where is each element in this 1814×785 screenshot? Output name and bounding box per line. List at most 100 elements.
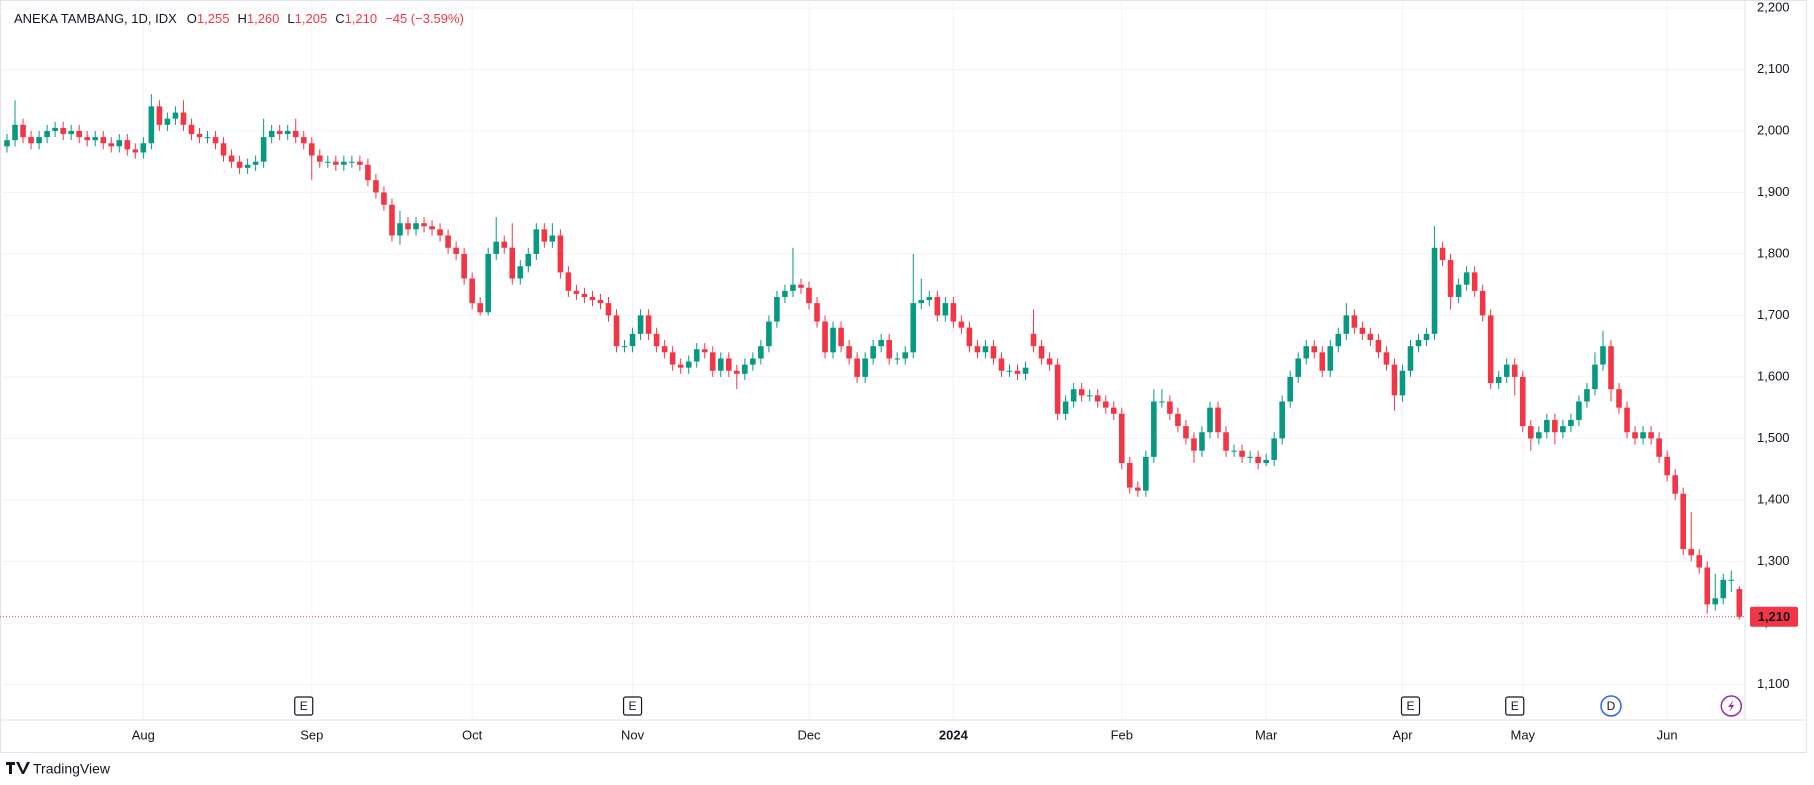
y-tick-label: 1,900 (1757, 184, 1790, 199)
candle-body (501, 241, 508, 248)
candle-body (1135, 487, 1141, 491)
candle-body (1311, 346, 1318, 353)
candle-body (605, 303, 612, 316)
event-marker[interactable]: E (1505, 696, 1525, 716)
candle-body (782, 290, 788, 297)
candle-body (982, 346, 989, 353)
candle-body (1736, 589, 1743, 617)
candle-body (1014, 370, 1021, 374)
candle-body (661, 346, 668, 353)
candle-body (669, 352, 676, 365)
candle-body (316, 155, 323, 162)
candle-body (36, 137, 42, 144)
legend: ANEKA TAMBANG, 1D, IDX O1,255 H1,260 L1,205… (14, 11, 464, 26)
candle-body (1544, 419, 1550, 433)
candle-body (220, 143, 227, 156)
candle-body (846, 346, 852, 359)
x-tick-label: Apr (1392, 727, 1413, 742)
candle-body (709, 352, 716, 371)
candle-body (1143, 456, 1149, 491)
candle-body (1519, 376, 1526, 427)
candle-body (1271, 438, 1277, 460)
candle-body (557, 235, 564, 273)
candle-body (4, 140, 10, 147)
last-price-box (1750, 606, 1798, 627)
y-tick-label: 1,500 (1757, 430, 1790, 445)
candle-body (1159, 401, 1165, 403)
candle-body (349, 161, 355, 163)
brand[interactable]: TradingView (6, 761, 111, 777)
candle-body (1680, 493, 1686, 550)
candle-body (1720, 579, 1727, 599)
last-price-label: 1,210 (1758, 609, 1791, 624)
brand-logo (6, 762, 30, 774)
y-tick-label: 1,700 (1757, 307, 1790, 322)
candle-body (172, 112, 179, 119)
candle-body (685, 361, 692, 368)
candle-body (525, 253, 532, 267)
candle-body (838, 327, 844, 347)
candle-body (437, 229, 443, 236)
candle-body (677, 364, 684, 368)
candle-body (742, 364, 748, 374)
candle-body (533, 229, 540, 254)
candle-body (1447, 260, 1454, 297)
candle-body (894, 358, 901, 360)
lightning-marker[interactable] (1720, 695, 1743, 717)
candle-body (790, 284, 796, 291)
candle-body (1439, 247, 1446, 261)
candle-body (613, 315, 620, 347)
candle-body (461, 253, 467, 279)
legend-key: L (287, 11, 294, 26)
candle-body (292, 130, 299, 138)
candle-body (1046, 358, 1053, 365)
y-tick-label: 1,400 (1757, 491, 1790, 506)
candle-body (1664, 456, 1670, 476)
candle-body (284, 130, 291, 135)
x-tick-label: May (1510, 727, 1535, 742)
event-label: E (629, 699, 637, 713)
candle-body (1367, 333, 1374, 341)
x-tick-label: Mar (1255, 727, 1278, 742)
candle-body (1511, 364, 1518, 377)
candle-body (268, 130, 275, 138)
candle-body (373, 180, 379, 193)
legend-key: O (187, 11, 197, 26)
candle-body (1231, 450, 1237, 452)
candle-body (862, 358, 868, 377)
candle-body (974, 346, 981, 353)
candle-body (1167, 401, 1173, 414)
candle-body (244, 164, 251, 168)
candle-body (52, 127, 58, 131)
event-marker[interactable]: E (294, 696, 314, 716)
candle-body (469, 278, 475, 304)
event-marker[interactable]: D (1600, 695, 1622, 717)
event-marker[interactable]: E (622, 696, 643, 716)
candle-body (1006, 370, 1013, 372)
y-tick-label: 1,600 (1757, 368, 1790, 383)
y-tick-label: 2,200 (1757, 0, 1790, 14)
candle-body (629, 333, 636, 347)
candle-body (1672, 475, 1678, 494)
candle-body (1600, 346, 1606, 365)
candle-body (1431, 247, 1438, 334)
candle-body (573, 290, 580, 294)
candle-body (822, 321, 828, 353)
legend-value: 1,205 (295, 11, 328, 26)
candle-body (1022, 367, 1029, 374)
event-label: E (1406, 699, 1414, 713)
candle-body (276, 130, 283, 135)
candle-body (1624, 407, 1630, 433)
candle-body (1110, 407, 1117, 414)
candle-body (918, 300, 925, 304)
candle-body (653, 333, 660, 347)
candle-body (910, 303, 917, 353)
candle-body (1247, 456, 1253, 458)
event-badge (1400, 696, 1421, 716)
candle-body (950, 303, 957, 322)
event-label: D (1607, 699, 1616, 713)
event-marker[interactable]: E (1400, 696, 1421, 716)
candle-body (1399, 370, 1406, 396)
candle-body (413, 223, 419, 230)
candle-body (381, 192, 387, 205)
